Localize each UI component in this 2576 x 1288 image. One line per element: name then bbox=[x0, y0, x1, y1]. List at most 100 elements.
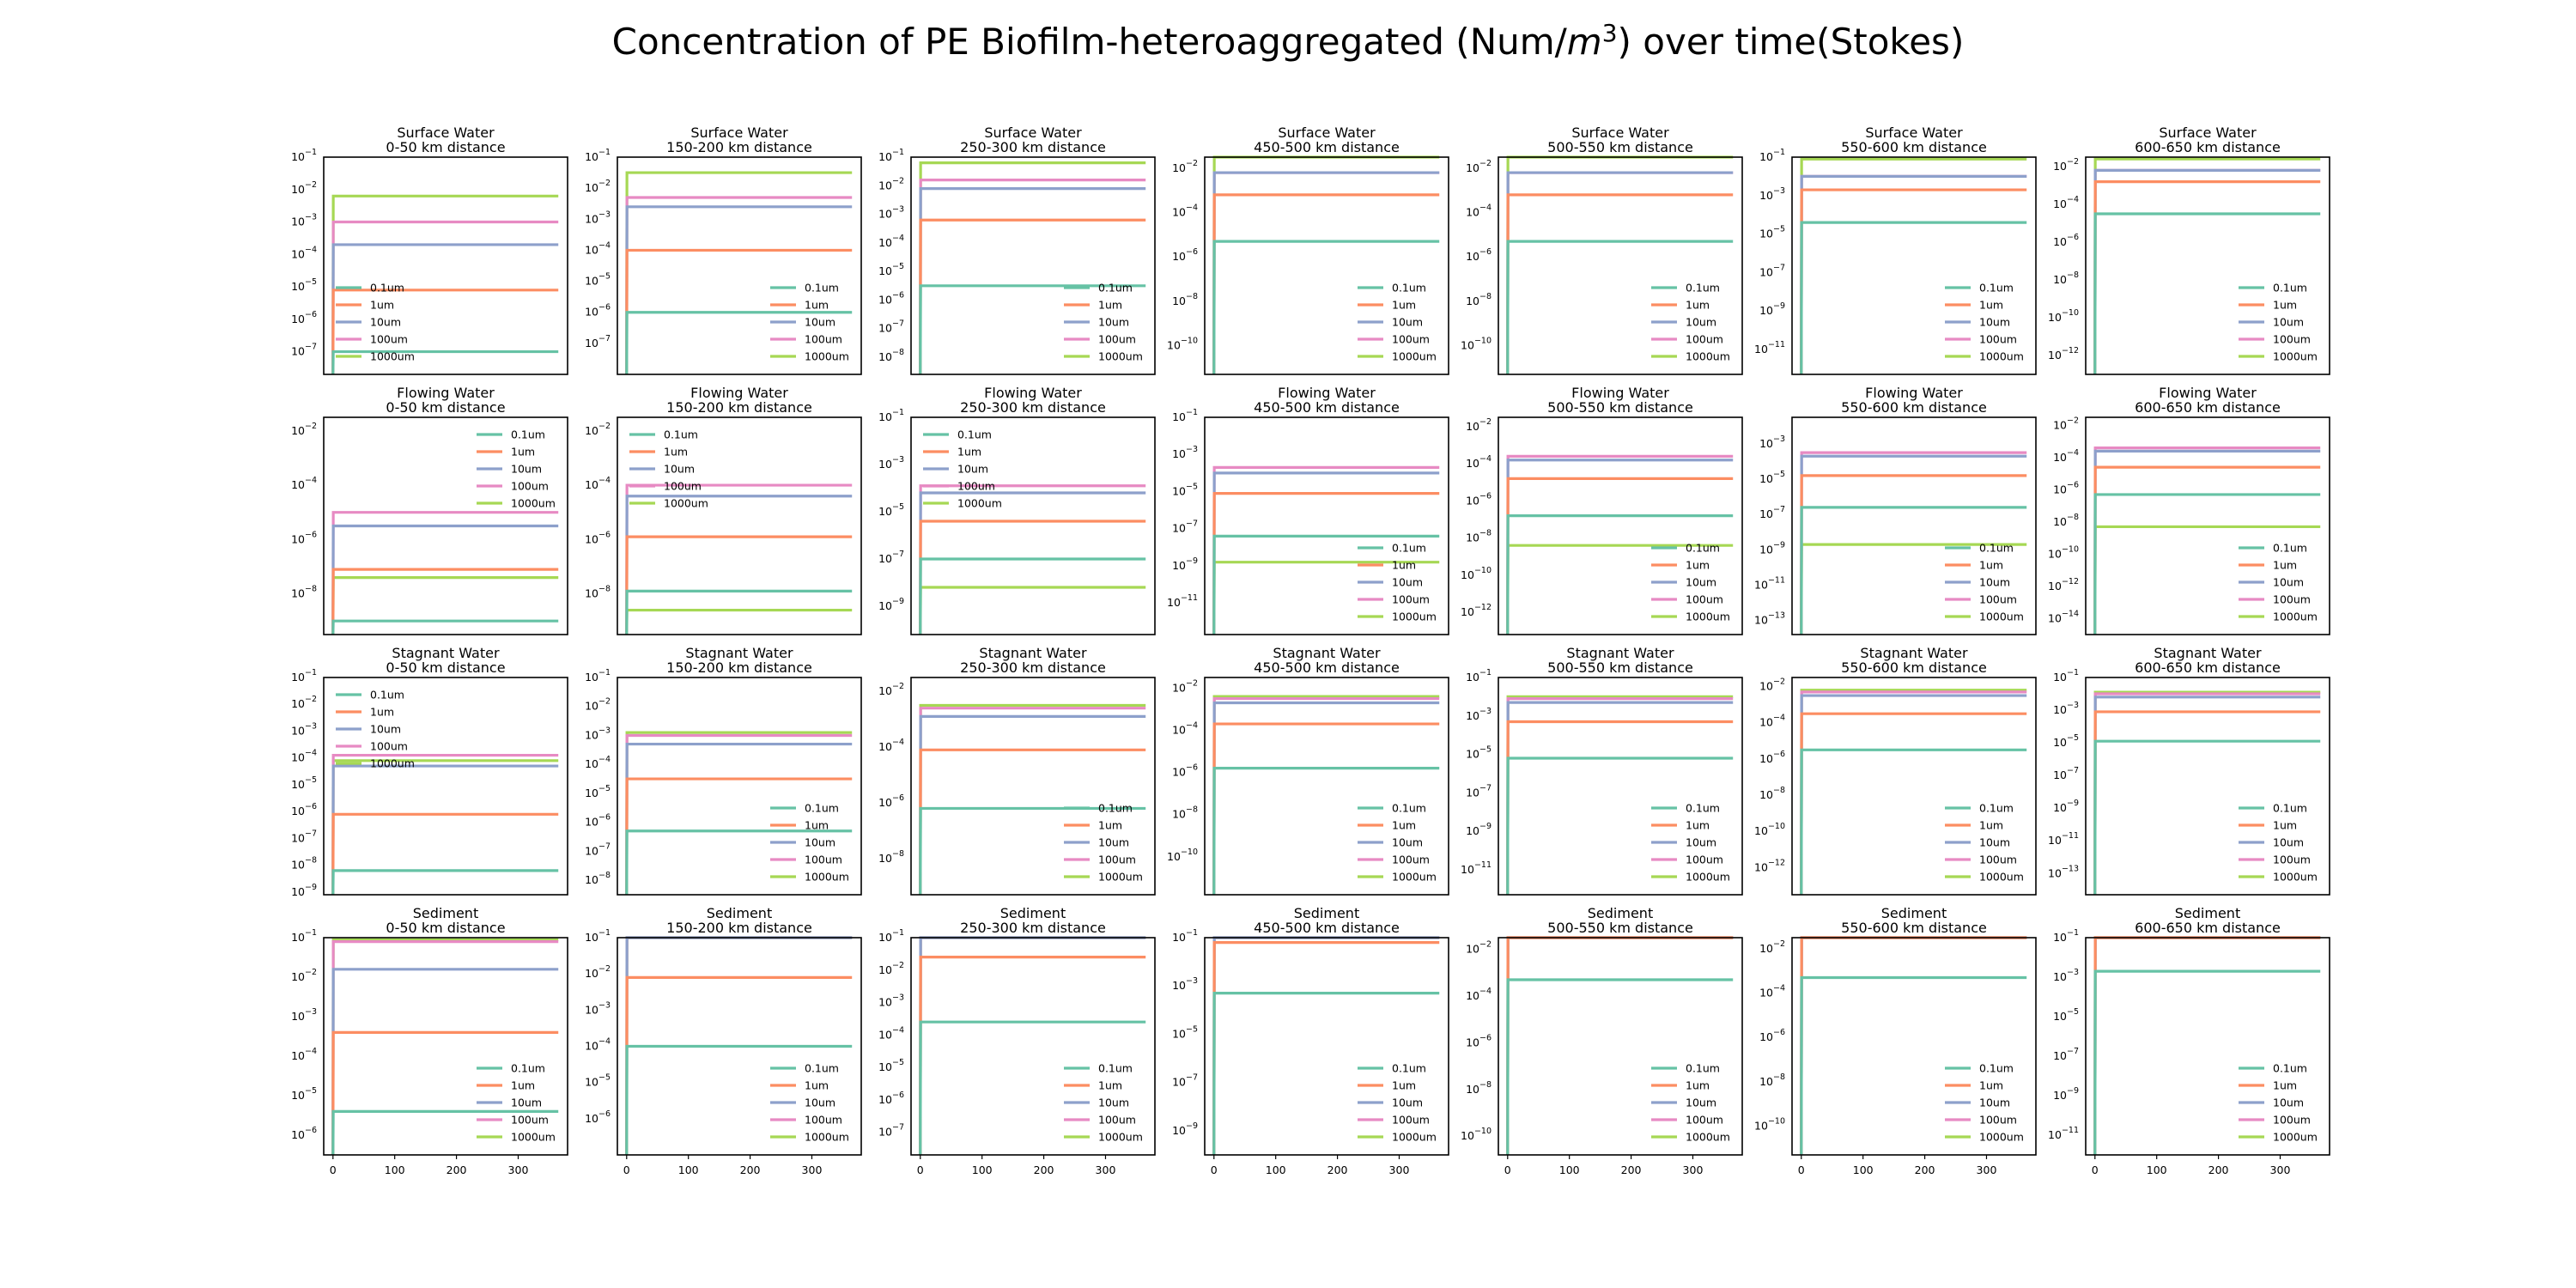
series-line-1000um bbox=[919, 703, 1146, 896]
y-tick-label: 10−5 bbox=[878, 1058, 904, 1073]
legend-label-0.1um: 0.1um bbox=[1979, 1062, 2014, 1075]
legend: 0.1um 1um 10um 100um 1000um bbox=[2239, 802, 2318, 884]
subplot-title-compartment: Stagnant Water bbox=[392, 645, 500, 661]
legend-label-1000um: 1000um bbox=[805, 871, 849, 884]
y-tick-label: 10−9 bbox=[291, 883, 317, 898]
subplot-title-distance: 600-650 km distance bbox=[2135, 659, 2281, 676]
y-tick-label: 10−6 bbox=[2053, 480, 2079, 495]
subplot-title-distance: 150-200 km distance bbox=[666, 659, 812, 676]
x-tick-label: 200 bbox=[740, 1163, 761, 1176]
y-tick-label: 10−8 bbox=[878, 348, 904, 363]
y-tick-label: 10−4 bbox=[2053, 448, 2079, 464]
subplot-title-distance: 550-600 km distance bbox=[1841, 399, 1987, 416]
axes-frame bbox=[2085, 677, 2330, 896]
legend-label-1um: 1um bbox=[511, 446, 535, 459]
y-tick-label: 10−6 bbox=[291, 802, 317, 817]
y-tick-label: 10−8 bbox=[1759, 1072, 1785, 1088]
y-tick-label: 10−2 bbox=[585, 179, 611, 194]
y-tick-label: 10−9 bbox=[1172, 556, 1198, 572]
y-tick-label: 10−4 bbox=[585, 1037, 611, 1053]
x-tick-label: 100 bbox=[2147, 1163, 2167, 1176]
y-tick-label: 10−10 bbox=[1461, 566, 1492, 581]
axes-frame bbox=[1498, 416, 1743, 635]
subplot-title-compartment: Flowing Water bbox=[1278, 385, 1376, 401]
legend-label-10um: 10um bbox=[1686, 836, 1716, 849]
axes-frame bbox=[1498, 937, 1743, 1156]
legend-label-0.1um: 0.1um bbox=[1686, 542, 1720, 555]
legend-label-100um: 100um bbox=[1392, 854, 1430, 866]
y-tick-label: 10−5 bbox=[2053, 1007, 2079, 1023]
y-tick-label: 10−7 bbox=[878, 319, 904, 335]
y-tick-label: 10−2 bbox=[1466, 159, 1492, 174]
y-tick-label: 10−6 bbox=[1759, 1028, 1785, 1043]
legend-label-10um: 10um bbox=[1098, 316, 1129, 329]
legend-label-0.1um: 0.1um bbox=[1392, 1062, 1426, 1075]
series-line-0.1um bbox=[2093, 212, 2321, 375]
y-tick-label: 10−8 bbox=[2053, 270, 2079, 286]
axes-frame bbox=[323, 156, 568, 375]
y-tick-label: 10−4 bbox=[1466, 454, 1492, 470]
y-tick-label: 10−9 bbox=[1759, 301, 1785, 317]
y-tick-label: 10−3 bbox=[1466, 707, 1492, 722]
y-tick-label: 10−12 bbox=[2048, 346, 2079, 361]
legend-label-1um: 1um bbox=[2273, 1079, 2297, 1092]
legend: 0.1um 1um 10um 100um 1000um bbox=[336, 689, 415, 770]
y-tick-label: 10−1 bbox=[2053, 668, 2079, 683]
x-tick-label: 200 bbox=[447, 1163, 467, 1176]
legend-label-1000um: 1000um bbox=[805, 350, 849, 363]
y-tick-label: 10−1 bbox=[1172, 408, 1198, 423]
y-tick-label: 10−3 bbox=[2053, 701, 2079, 716]
series-line-1um bbox=[625, 535, 853, 635]
legend: 0.1um 1um 10um 100um 1000um bbox=[770, 282, 849, 363]
legend-label-0.1um: 0.1um bbox=[805, 282, 839, 295]
series-line-10um bbox=[331, 524, 559, 635]
y-tick-label: 10−3 bbox=[291, 721, 317, 737]
y-tick-label: 10−5 bbox=[878, 262, 904, 277]
y-tick-label: 10−2 bbox=[1759, 677, 1785, 693]
legend: 0.1um 1um 10um 100um 1000um bbox=[923, 428, 1002, 510]
series-line-0.1um bbox=[1800, 221, 2027, 375]
subplot-title-distance: 250-300 km distance bbox=[960, 920, 1106, 936]
y-tick-label: 10−1 bbox=[2053, 928, 2079, 944]
series-line-1um bbox=[331, 812, 559, 896]
legend: 0.1um 1um 10um 100um 1000um bbox=[1651, 542, 1730, 623]
axes-frame bbox=[1498, 156, 1743, 375]
y-tick-label: 10−1 bbox=[1466, 668, 1492, 683]
y-tick-label: 10−1 bbox=[585, 928, 611, 944]
legend: 0.1um 1um 10um 100um 1000um bbox=[629, 428, 708, 510]
legend-label-1000um: 1000um bbox=[2273, 871, 2318, 884]
subplot-title-compartment: Surface Water bbox=[1865, 125, 1963, 141]
series-line-0.1um bbox=[1212, 240, 1440, 375]
legend-label-100um: 100um bbox=[805, 854, 842, 866]
x-tick-label: 300 bbox=[1096, 1163, 1116, 1176]
y-tick-label: 10−6 bbox=[1466, 247, 1492, 263]
legend-label-100um: 100um bbox=[2273, 854, 2311, 866]
y-tick-label: 10−6 bbox=[585, 303, 611, 319]
series-line-10um bbox=[919, 491, 1146, 635]
legend: 0.1um 1um 10um 100um 1000um bbox=[336, 282, 415, 363]
y-tick-label: 10−3 bbox=[878, 993, 904, 1009]
legend-label-0.1um: 0.1um bbox=[957, 428, 992, 441]
subplot-title-distance: 550-600 km distance bbox=[1841, 659, 1987, 676]
x-tick-label: 0 bbox=[1504, 1163, 1511, 1176]
legend-label-1um: 1um bbox=[805, 819, 829, 832]
axes-frame bbox=[910, 677, 1156, 896]
legend-label-1um: 1um bbox=[805, 299, 829, 312]
y-tick-label: 10−12 bbox=[1754, 858, 1785, 873]
legend-label-1um: 1um bbox=[1392, 1079, 1416, 1092]
subplot-title-compartment: Sediment bbox=[1881, 905, 1947, 921]
legend-label-10um: 10um bbox=[2273, 836, 2304, 849]
y-tick-label: 10−1 bbox=[291, 668, 317, 683]
series-line-10um bbox=[331, 243, 559, 375]
y-tick-label: 10−2 bbox=[291, 422, 317, 437]
x-tick-label: 200 bbox=[1327, 1163, 1348, 1176]
legend-label-10um: 10um bbox=[1686, 1097, 1716, 1109]
figure-title: Concentration of PE Biofilm-heteroaggreg… bbox=[0, 19, 2576, 63]
legend-label-1000um: 1000um bbox=[1686, 871, 1730, 884]
x-tick-label: 100 bbox=[678, 1163, 699, 1176]
legend-label-1000um: 1000um bbox=[1979, 871, 2024, 884]
y-tick-label: 10−7 bbox=[878, 1123, 904, 1139]
